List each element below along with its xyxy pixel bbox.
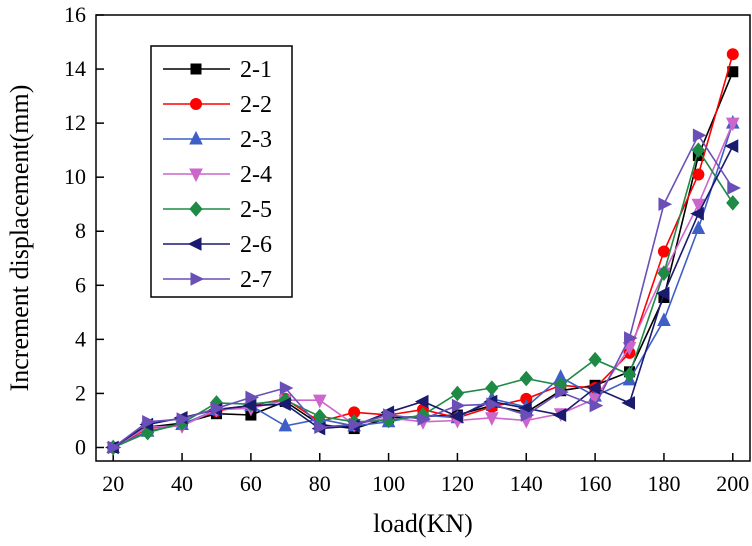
- data-point: [691, 142, 706, 158]
- y-tick-label: 8: [75, 218, 86, 243]
- series-2-7: [107, 128, 741, 455]
- data-point: [278, 417, 293, 432]
- x-tick-label: 120: [441, 471, 474, 496]
- data-point: [655, 286, 670, 301]
- data-point: [245, 390, 260, 405]
- x-tick-label: 100: [372, 471, 405, 496]
- data-point: [691, 220, 706, 235]
- data-point: [727, 181, 741, 195]
- data-point: [520, 408, 535, 422]
- data-point: [589, 398, 604, 413]
- x-axis-title: load(KN): [373, 509, 473, 538]
- x-tick-label: 80: [309, 471, 331, 496]
- legend-box: [150, 45, 293, 298]
- legend-item: 2-2: [163, 92, 272, 118]
- x-tick-label: 60: [240, 471, 262, 496]
- legend-label: 2-2: [240, 92, 272, 118]
- data-point: [519, 370, 533, 387]
- legend-label: 2-1: [240, 57, 272, 83]
- data-point: [277, 397, 291, 412]
- legend-marker: [187, 237, 202, 251]
- data-point: [692, 168, 705, 181]
- legend-label: 2-3: [240, 127, 272, 153]
- x-tick-label: 20: [102, 471, 124, 496]
- legend-label: 2-5: [240, 197, 272, 223]
- y-tick-label: 12: [64, 110, 86, 135]
- legend-marker: [190, 272, 205, 286]
- legend-item: 2-4: [163, 162, 272, 188]
- x-tick-label: 160: [579, 471, 612, 496]
- data-point: [624, 331, 638, 345]
- data-point: [451, 398, 466, 413]
- data-point: [555, 385, 569, 399]
- y-tick-label: 4: [75, 326, 86, 351]
- data-point: [586, 381, 601, 395]
- y-axis-title: Increment displacement(mm): [5, 85, 34, 392]
- data-point: [107, 440, 122, 455]
- legend-label: 2-4: [240, 162, 272, 188]
- data-point: [449, 409, 463, 424]
- legend-item: 2-6: [163, 232, 272, 258]
- data-point: [312, 394, 327, 409]
- legend-marker: [189, 168, 203, 183]
- data-point: [657, 265, 671, 281]
- data-point: [588, 351, 602, 368]
- data-point: [725, 117, 740, 132]
- legend-marker: [189, 130, 203, 145]
- data-point: [348, 417, 363, 432]
- x-tick-label: 140: [510, 471, 543, 496]
- y-tick-label: 2: [75, 380, 86, 405]
- legend-item: 2-1: [163, 57, 272, 83]
- data-point: [724, 139, 739, 153]
- data-point: [690, 206, 704, 221]
- legend: 2-1 2-2 2-3 2-4 2-5 2-6 2-7: [150, 45, 293, 298]
- data-point: [657, 312, 671, 326]
- legend-marker: [190, 63, 202, 75]
- y-tick-label: 6: [75, 272, 86, 297]
- axis-ticks: 20 40 60 80 100 120 140 160 180 200 0 2 4 6 8 10 12 14 16: [64, 2, 749, 496]
- data-point: [552, 408, 567, 422]
- data-point: [658, 197, 673, 212]
- data-point: [657, 245, 670, 258]
- legend-label: 2-7: [240, 267, 272, 293]
- y-tick-label: 14: [64, 56, 86, 81]
- data-point: [485, 380, 499, 396]
- data-point: [450, 385, 465, 402]
- data-point: [279, 381, 294, 395]
- legend-item: 2-7: [163, 267, 272, 293]
- y-tick-label: 0: [75, 434, 86, 459]
- x-tick-label: 200: [716, 471, 749, 496]
- data-point: [414, 394, 429, 409]
- data-point: [726, 195, 740, 211]
- data-point: [176, 412, 191, 426]
- legend-item: 2-3: [163, 127, 272, 153]
- data-point: [486, 397, 500, 412]
- data-point: [142, 414, 156, 429]
- data-point: [485, 412, 499, 426]
- data-point: [692, 128, 707, 143]
- legend-marker: [189, 201, 203, 217]
- data-point: [417, 412, 432, 426]
- data-point: [622, 366, 637, 383]
- data-point: [210, 401, 225, 416]
- data-point: [383, 408, 397, 422]
- data-point: [242, 398, 257, 413]
- legend-item: 2-5: [163, 197, 272, 223]
- y-tick-label: 10: [64, 164, 86, 189]
- x-tick-label: 180: [647, 471, 680, 496]
- plot-frame: [95, 14, 751, 462]
- data-point: [314, 420, 328, 435]
- y-tick-label: 16: [64, 2, 86, 27]
- legend-marker: [190, 98, 202, 110]
- x-tick-label: 40: [171, 471, 193, 496]
- data-point: [691, 198, 706, 213]
- data-point: [726, 48, 739, 61]
- data-point: [621, 396, 636, 410]
- series-layer: [105, 48, 741, 456]
- legend-label: 2-6: [240, 232, 272, 258]
